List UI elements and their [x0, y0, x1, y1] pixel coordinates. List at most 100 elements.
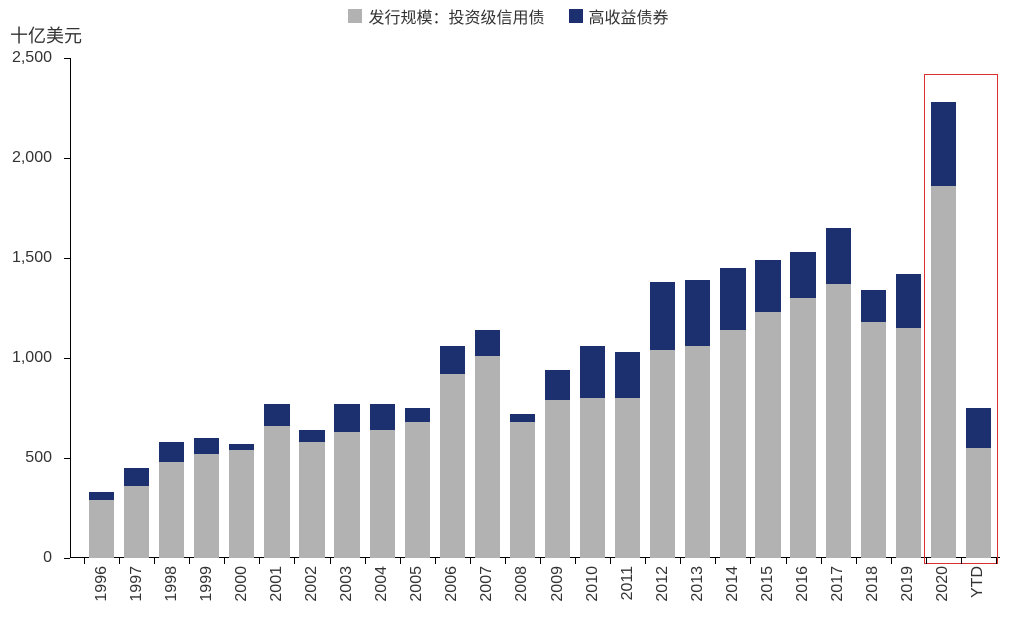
x-axis-label: 1998: [163, 566, 181, 602]
bar-segment-investment-grade: [615, 398, 640, 558]
bar-segment-high-yield: [931, 102, 956, 186]
y-tick-mark: [64, 258, 70, 259]
x-tick-mark: [821, 558, 822, 564]
bar-segment-investment-grade: [370, 430, 395, 558]
x-axis-label: 2019: [899, 566, 917, 602]
bar-group: [124, 468, 149, 558]
x-tick-mark: [470, 558, 471, 564]
bar-segment-investment-grade: [475, 356, 500, 558]
x-axis-label: 2017: [829, 566, 847, 602]
bar-segment-high-yield: [89, 492, 114, 500]
x-tick-mark: [575, 558, 576, 564]
x-tick-mark: [259, 558, 260, 564]
bar-segment-high-yield: [720, 268, 745, 330]
legend-label-high-yield: 高收益债券: [589, 4, 669, 28]
bar-segment-investment-grade: [510, 422, 535, 558]
legend: 发行规模：投资级信用债 高收益债券: [0, 4, 1017, 28]
bar-group: [370, 404, 395, 558]
x-axis-label: 2005: [408, 566, 426, 602]
x-axis-label: 1999: [198, 566, 216, 602]
bar-segment-high-yield: [334, 404, 359, 432]
bar-segment-investment-grade: [229, 450, 254, 558]
x-tick-mark: [189, 558, 190, 564]
bar-group: [264, 404, 289, 558]
x-tick-mark: [961, 558, 962, 564]
bar-segment-high-yield: [755, 260, 780, 312]
bar-segment-investment-grade: [405, 422, 430, 558]
bar-segment-high-yield: [124, 468, 149, 486]
legend-item-investment-grade: 发行规模：投资级信用债: [348, 4, 544, 28]
bar-group: [896, 274, 921, 558]
bar-segment-high-yield: [194, 438, 219, 454]
bar-group: [580, 346, 605, 558]
y-tick-label: 1,500: [0, 249, 52, 267]
y-tick-mark: [64, 458, 70, 459]
y-tick-label: 2,000: [0, 149, 52, 167]
y-tick-label: 0: [0, 549, 52, 567]
bar-segment-investment-grade: [334, 432, 359, 558]
x-tick-mark: [540, 558, 541, 564]
bar-segment-investment-grade: [896, 328, 921, 558]
bar-segment-investment-grade: [264, 426, 289, 558]
x-axis-label: 2016: [794, 566, 812, 602]
bar-group: [685, 280, 710, 558]
bar-group: [720, 268, 745, 558]
bar-segment-high-yield: [229, 444, 254, 450]
x-tick-mark: [996, 558, 997, 564]
x-axis-label: 2000: [233, 566, 251, 602]
bar-segment-investment-grade: [966, 448, 991, 558]
bar-segment-investment-grade: [755, 312, 780, 558]
legend-item-high-yield: 高收益债券: [569, 4, 669, 28]
x-tick-mark: [154, 558, 155, 564]
bar-segment-high-yield: [896, 274, 921, 328]
bar-segment-investment-grade: [826, 284, 851, 558]
bar-group: [826, 228, 851, 558]
bar-segment-investment-grade: [790, 298, 815, 558]
x-axis-label: 2008: [513, 566, 531, 602]
bar-segment-investment-grade: [299, 442, 324, 558]
x-axis-label: 2004: [373, 566, 391, 602]
x-tick-mark: [750, 558, 751, 564]
bar-segment-high-yield: [580, 346, 605, 398]
bar-segment-high-yield: [861, 290, 886, 322]
x-axis-labels: 1996199719981999200020012002200320042005…: [70, 562, 1000, 622]
bars-container: [70, 58, 1000, 558]
x-axis-label: 2001: [268, 566, 286, 602]
bar-segment-investment-grade: [650, 350, 675, 558]
bar-group: [299, 430, 324, 558]
y-tick-mark: [64, 358, 70, 359]
bar-group: [440, 346, 465, 558]
x-tick-mark: [610, 558, 611, 564]
x-tick-mark: [786, 558, 787, 564]
bar-segment-investment-grade: [159, 462, 184, 558]
x-tick-mark: [891, 558, 892, 564]
x-axis-label: 1997: [128, 566, 146, 602]
x-tick-mark: [680, 558, 681, 564]
x-axis-label: 2009: [549, 566, 567, 602]
bar-segment-high-yield: [826, 228, 851, 284]
y-tick-label: 1,000: [0, 349, 52, 367]
x-tick-mark: [119, 558, 120, 564]
y-tick-mark: [64, 58, 70, 59]
y-tick-label: 2,500: [0, 49, 52, 67]
x-tick-mark: [856, 558, 857, 564]
legend-swatch-investment-grade: [348, 9, 362, 23]
x-tick-mark: [926, 558, 927, 564]
x-axis-label: 2013: [689, 566, 707, 602]
x-axis-label: 2011: [619, 566, 637, 600]
bar-segment-high-yield: [615, 352, 640, 398]
y-axis: 05001,0001,5002,0002,500: [0, 58, 60, 558]
bar-segment-investment-grade: [545, 400, 570, 558]
bar-group: [194, 438, 219, 558]
bar-segment-investment-grade: [931, 186, 956, 558]
bar-segment-investment-grade: [124, 486, 149, 558]
x-tick-mark: [505, 558, 506, 564]
bar-segment-high-yield: [650, 282, 675, 350]
bar-group: [229, 444, 254, 558]
y-tick-label: 500: [0, 449, 52, 467]
bar-group: [966, 408, 991, 558]
x-tick-mark: [84, 558, 85, 564]
plot-area: 05001,0001,5002,0002,500: [70, 58, 1000, 558]
bar-segment-high-yield: [790, 252, 815, 298]
bar-segment-high-yield: [370, 404, 395, 430]
